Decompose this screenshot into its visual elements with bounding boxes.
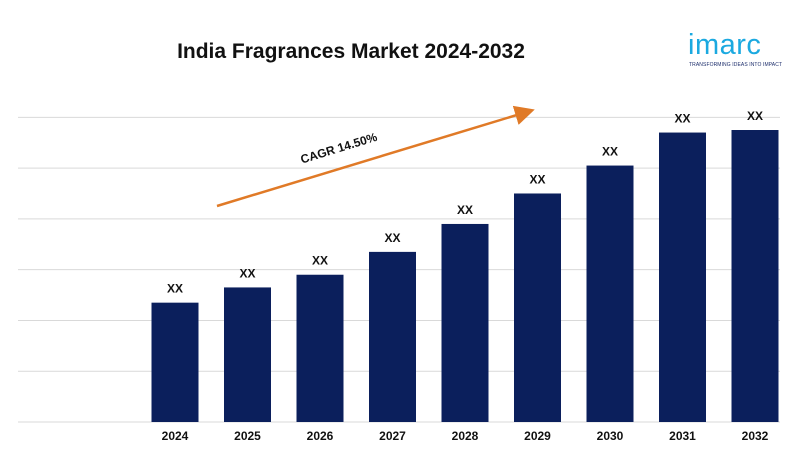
data-label-2032: XX <box>747 109 763 123</box>
cagr-arrow <box>216 105 535 208</box>
logo-wordmark: imarc <box>688 29 762 61</box>
x-tick-label-2030: 2030 <box>597 429 624 443</box>
x-tick-label-2026: 2026 <box>307 429 334 443</box>
data-label-2030: XX <box>602 145 618 159</box>
logo-tagline: TRANSFORMING IDEAS INTO IMPACT <box>689 62 783 68</box>
x-tick-label-2028: 2028 <box>452 429 479 443</box>
bar-2031 <box>659 132 706 422</box>
bar-2024 <box>151 302 199 422</box>
data-label-2031: XX <box>674 112 690 126</box>
bar-2029 <box>514 193 561 422</box>
x-tick-label-2031: 2031 <box>669 429 696 443</box>
bar-2028 <box>441 223 489 422</box>
x-tick-label-2025: 2025 <box>234 429 261 443</box>
bar-2027 <box>369 251 416 422</box>
bar-2025 <box>224 287 271 422</box>
bar-2032 <box>731 130 779 422</box>
data-label-2027: XX <box>384 231 400 245</box>
data-label-2028: XX <box>457 203 473 217</box>
bar-2026 <box>296 274 344 422</box>
x-tick-label-2029: 2029 <box>524 429 551 443</box>
data-label-2025: XX <box>239 266 255 280</box>
imarc-logo: imarc TRANSFORMING IDEAS INTO IMPACT <box>688 30 788 70</box>
x-tick-label-2024: 2024 <box>162 429 189 443</box>
chart-title: India Fragrances Market 2024-2032 <box>177 40 525 63</box>
bar-2030 <box>586 165 634 422</box>
data-label-2029: XX <box>529 172 545 186</box>
data-label-2024: XX <box>167 282 183 296</box>
x-tick-label-2032: 2032 <box>742 429 769 443</box>
data-label-2026: XX <box>312 254 328 268</box>
x-tick-label-2027: 2027 <box>379 429 406 443</box>
